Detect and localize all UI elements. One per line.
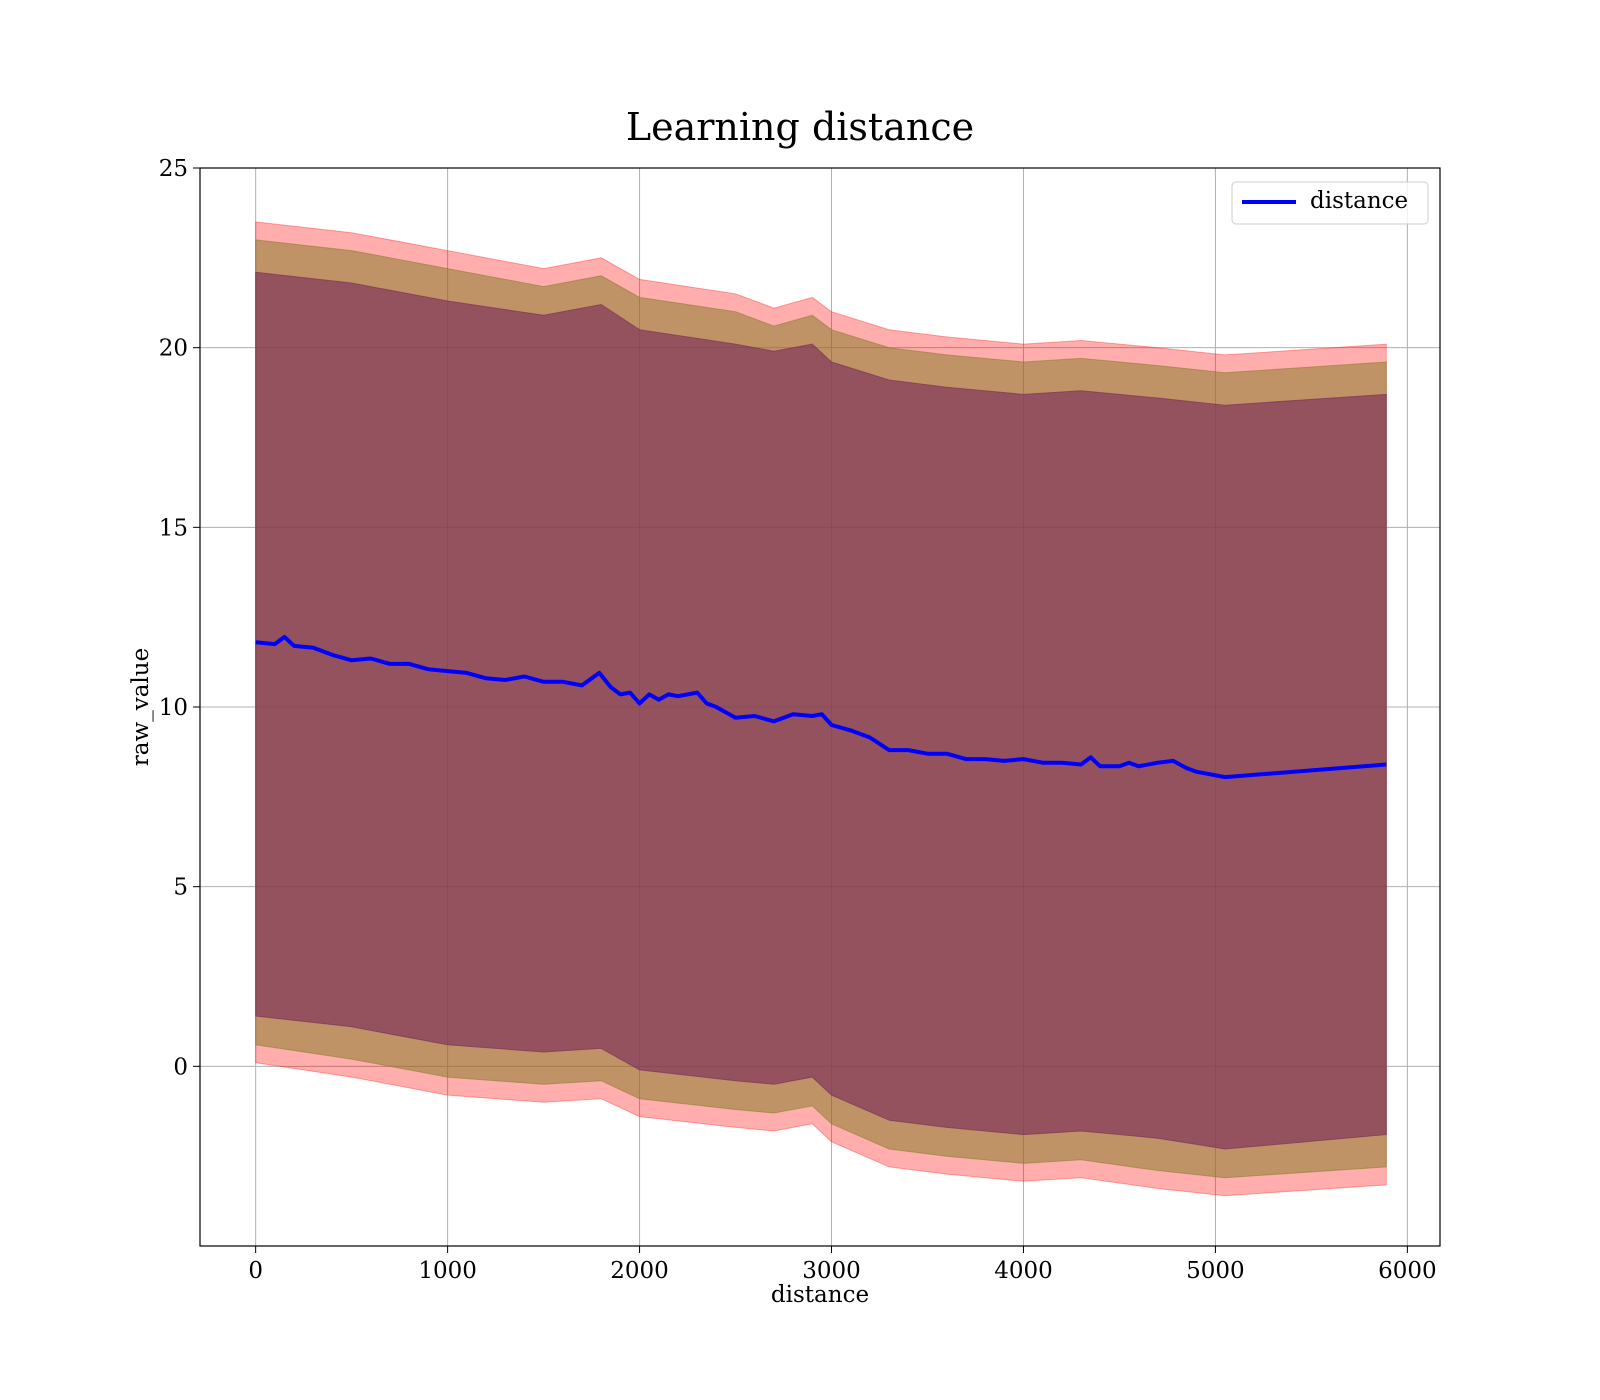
x-tick-label: 5000: [1186, 1258, 1245, 1284]
band-inner: [255, 271, 1387, 1150]
y-tick-label: 20: [159, 336, 188, 362]
series-line-distance: [255, 634, 1387, 780]
y-tick-label: 15: [159, 515, 188, 541]
x-ticks: 0 1000 2000 3000 4000 5000 6000: [248, 1246, 1437, 1284]
series-lines: [255, 634, 1387, 780]
x-axis-label: distance: [771, 1282, 869, 1308]
confidence-bands: [255, 221, 1387, 1197]
legend: distance: [1231, 181, 1429, 225]
legend-label: distance: [1310, 188, 1408, 214]
y-tick-label: 10: [159, 695, 188, 721]
legend-box: [1231, 181, 1429, 225]
x-tick-label: 4000: [994, 1258, 1053, 1284]
y-ticks: 0 5 10 15 20 25: [159, 156, 200, 1080]
y-tick-label: 25: [159, 156, 188, 182]
x-tick-label: 2000: [610, 1258, 669, 1284]
x-tick-label: 1000: [418, 1258, 477, 1284]
chart-title: Learning distance: [626, 105, 974, 149]
x-tick-label: 6000: [1378, 1258, 1437, 1284]
y-axis-label: raw_value: [128, 648, 154, 766]
x-tick-label: 3000: [802, 1258, 861, 1284]
y-tick-label: 5: [173, 875, 188, 901]
x-tick-label: 0: [248, 1258, 263, 1284]
y-tick-label: 0: [173, 1054, 188, 1080]
